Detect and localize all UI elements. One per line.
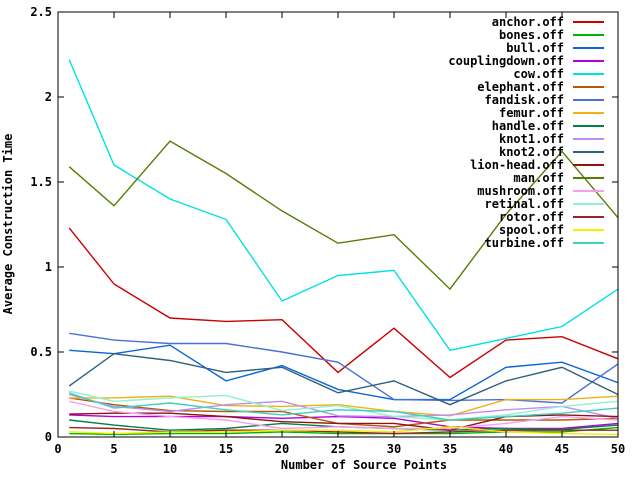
series-line-knot1: [69, 393, 619, 419]
legend-item: turbine.off: [448, 236, 604, 251]
series-line-turbine: [68, 392, 619, 421]
legend-item: man.off: [448, 171, 604, 186]
legend-line-swatch: [573, 229, 604, 232]
series-line-femur: [69, 395, 619, 417]
legend-label: cow.off: [513, 66, 564, 81]
series-line-mushroom: [69, 400, 619, 430]
legend-item: bull.off: [448, 40, 604, 55]
legend-line-swatch: [573, 124, 604, 127]
series-line-spool: [69, 426, 619, 436]
series-line-cow: [68, 59, 619, 352]
x-tick-label: 5: [110, 442, 118, 456]
series-line-bull: [69, 344, 619, 401]
legend-label: fandisk.off: [484, 92, 564, 107]
x-tick-label: 40: [498, 442, 514, 456]
y-tick-label: 0: [44, 430, 52, 444]
legend-line-swatch: [573, 72, 604, 75]
legend-line-swatch: [573, 216, 604, 219]
legend-item: fandisk.off: [448, 92, 604, 107]
x-tick-label: 45: [554, 442, 570, 456]
legend-item: femur.off: [448, 105, 604, 120]
legend-label: bull.off: [506, 40, 564, 55]
legend-label: rotor.off: [498, 210, 564, 225]
legend-line-swatch: [573, 33, 604, 36]
legend-line-swatch: [573, 85, 604, 88]
legend-item: bones.off: [448, 27, 604, 42]
y-tick-label: 1: [44, 260, 52, 274]
x-tick-label: 35: [442, 442, 458, 456]
legend-item: rotor.off: [448, 210, 604, 225]
legend-label: handle.off: [491, 118, 564, 133]
y-tick-label: 0.5: [30, 345, 52, 359]
legend-label: mushroom.off: [477, 184, 564, 199]
legend-item: handle.off: [448, 118, 604, 133]
x-tick-label: 15: [218, 442, 234, 456]
x-tick-label: 25: [330, 442, 346, 456]
x-tick-label: 30: [386, 442, 402, 456]
legend-line-swatch: [573, 98, 604, 101]
series-line-knot2: [68, 352, 619, 406]
legend-label: anchor.off: [491, 14, 564, 29]
legend-label: bones.off: [498, 27, 564, 42]
legend-line-swatch: [573, 111, 604, 114]
legend-label: lion-head.off: [470, 158, 564, 173]
x-tick-label: 10: [162, 442, 178, 456]
y-tick-label: 1.5: [30, 175, 52, 189]
series-line-anchor: [68, 227, 619, 379]
x-tick-label: 0: [54, 442, 62, 456]
legend-label: retinal.off: [484, 197, 564, 212]
legend-label: couplingdown.off: [448, 53, 564, 68]
legend-line-swatch: [573, 242, 604, 245]
legend-item: knot1.off: [448, 131, 604, 146]
legend-line-swatch: [573, 20, 604, 23]
y-tick-label: 2: [44, 90, 52, 104]
legend-label: knot2.off: [498, 145, 564, 159]
x-tick-label: 20: [274, 442, 290, 456]
series-line-handle: [69, 419, 619, 431]
legend-item: cow.off: [448, 66, 604, 81]
y-axis-title: Average Construction Time: [1, 133, 15, 315]
legend-item: lion-head.off: [448, 158, 604, 173]
legend-label: spool.off: [498, 223, 564, 238]
legend-item: retinal.off: [448, 197, 604, 212]
legend-item: spool.off: [448, 223, 604, 238]
legend-item: couplingdown.off: [448, 53, 604, 68]
series-line-man: [68, 140, 619, 291]
legend-line-swatch: [573, 177, 604, 180]
legend-label: man.off: [513, 171, 564, 186]
legend-label: femur.off: [498, 105, 564, 120]
legend-item: mushroom.off: [448, 184, 604, 199]
legend-item: knot2.off: [448, 145, 604, 159]
legend-line-swatch: [573, 59, 604, 62]
legend-line-swatch: [573, 150, 604, 153]
legend-item: anchor.off: [448, 14, 604, 29]
legend-line-swatch: [573, 164, 604, 167]
series-line-retinal: [69, 390, 619, 421]
legend-label: turbine.off: [484, 236, 564, 251]
legend-line-swatch: [573, 203, 604, 206]
legend-line-swatch: [573, 137, 604, 140]
legend-line-swatch: [573, 46, 604, 49]
x-tick-label: 50: [610, 442, 626, 456]
legend-label: knot1.off: [498, 131, 564, 146]
x-axis-title: Number of Source Points: [280, 458, 448, 472]
y-tick-label: 2.5: [30, 5, 52, 19]
legend-item: elephant.off: [448, 79, 604, 94]
legend-label: elephant.off: [477, 79, 564, 94]
series-line-fandisk: [69, 332, 619, 404]
legend: anchor.off bones.off bull.off couplingdown.…: [448, 15, 604, 250]
series-line-elephant: [69, 397, 619, 428]
legend-line-swatch: [573, 190, 604, 193]
